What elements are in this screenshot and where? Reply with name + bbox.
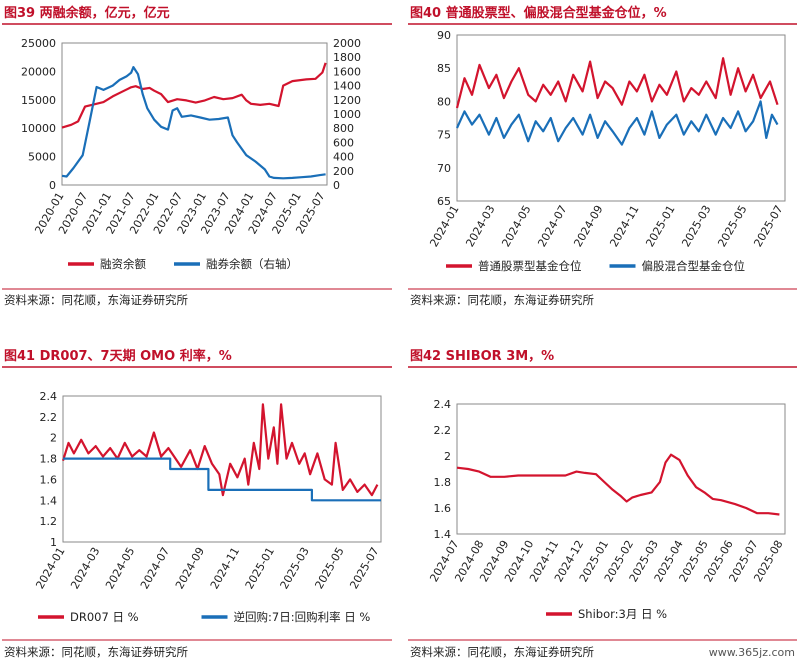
legend-label: 融券余额（右轴） bbox=[206, 257, 298, 271]
series-line-2 bbox=[63, 457, 381, 502]
y-tick-label: 2 bbox=[50, 432, 57, 445]
x-tick-label: 2025-05 bbox=[312, 545, 346, 591]
y-tick-label: 25000 bbox=[21, 37, 56, 50]
x-tick-label: 2025-07 bbox=[751, 203, 785, 249]
y-tick-label: 80 bbox=[437, 95, 451, 108]
x-tick-label: 2024-11 bbox=[208, 545, 242, 591]
y-tick-label: 1.4 bbox=[434, 528, 452, 541]
watermark: www.365jz.com bbox=[709, 646, 795, 659]
y-tick-label: 1.4 bbox=[40, 494, 58, 507]
chart-title: 图41 DR007、7天期 OMO 利率，% bbox=[4, 348, 232, 364]
chart-1: 图39 两融余额，亿元，亿元 0 5000 10000 15000 20000 25000 0… bbox=[2, 5, 392, 307]
chart-title: 图40 普通股票型、偏股混合型基金仓位，% bbox=[410, 5, 667, 21]
x-tick-label: 2024-03 bbox=[463, 203, 497, 249]
x-tick-label: 2024-01 bbox=[427, 203, 461, 249]
x-tick-label: 2024-03 bbox=[68, 545, 102, 591]
chart-source: 资料来源：同花顺，东海证券研究所 bbox=[410, 645, 594, 659]
chart-source: 资料来源：同花顺，东海证券研究所 bbox=[4, 293, 188, 307]
legend-label: DR007 日 % bbox=[70, 610, 139, 624]
series-line-2 bbox=[455, 100, 779, 146]
x-tick-label: 2024-09 bbox=[571, 203, 605, 249]
legend-label: 普通股票型基金仓位 bbox=[478, 259, 582, 273]
plot-frame bbox=[61, 42, 328, 186]
x-tick-label: 2025-03 bbox=[278, 545, 312, 591]
y-tick-label: 20000 bbox=[21, 65, 56, 78]
y-tick-label: 65 bbox=[437, 195, 451, 208]
y2-tick-label: 1600 bbox=[333, 65, 361, 78]
legend-label: 融资余额 bbox=[100, 257, 146, 271]
y-tick-label: 2.4 bbox=[434, 398, 452, 411]
y2-tick-label: 400 bbox=[333, 151, 354, 164]
legend-label: 偏股混合型基金仓位 bbox=[642, 259, 746, 273]
y-tick-label: 1.6 bbox=[434, 502, 452, 515]
legend-label: Shibor:3月 日 % bbox=[578, 607, 667, 621]
y-tick-label: 1.8 bbox=[434, 476, 452, 489]
x-tick-label: 2024-07 bbox=[535, 203, 569, 249]
series-line-1 bbox=[455, 57, 779, 109]
y-tick-label: 1 bbox=[50, 536, 57, 549]
y-tick-label: 2 bbox=[444, 450, 451, 463]
plot-frame bbox=[62, 395, 382, 543]
x-tick-label: 2024-07 bbox=[138, 545, 172, 591]
x-tick-label: 2024-11 bbox=[607, 203, 641, 249]
x-tick-label: 2025-01 bbox=[243, 545, 277, 591]
y-tick-label: 85 bbox=[437, 62, 451, 75]
y-tick-label: 75 bbox=[437, 129, 451, 142]
y-tick-label: 1.6 bbox=[40, 473, 58, 486]
y2-tick-label: 200 bbox=[333, 165, 354, 178]
y-tick-label: 2.4 bbox=[40, 390, 58, 403]
series-line-1 bbox=[61, 62, 327, 129]
chart-4: 图42 SHIBOR 3M，%1.41.61.822.22.42024-0720… bbox=[408, 349, 797, 659]
chart-source: 资料来源：同花顺，东海证券研究所 bbox=[410, 293, 594, 307]
y2-tick-label: 1800 bbox=[333, 51, 361, 64]
y2-tick-label: 800 bbox=[333, 122, 354, 135]
x-tick-label: 2024-09 bbox=[173, 545, 207, 591]
series-line-1 bbox=[61, 403, 379, 497]
y2-tick-label: 1200 bbox=[333, 94, 361, 107]
y2-tick-label: 2000 bbox=[333, 37, 361, 50]
y-tick-label: 2.2 bbox=[434, 424, 452, 437]
chart-title: 图39 两融余额，亿元，亿元 bbox=[4, 5, 170, 21]
x-tick-label: 2025-03 bbox=[679, 203, 713, 249]
y-tick-label: 2.2 bbox=[40, 411, 58, 424]
legend-label: 逆回购:7日:回购利率 日 % bbox=[234, 610, 371, 624]
series-line-2 bbox=[61, 66, 326, 180]
chart-title: 图42 SHIBOR 3M，% bbox=[410, 349, 554, 364]
chart-3: 图41 DR007、7天期 OMO 利率，% 1 1.2 1.4 1.6 1.8 2 2.2 2… bbox=[2, 348, 392, 659]
x-tick-label: 2025-07 bbox=[347, 545, 381, 591]
y-tick-label: 1.2 bbox=[40, 515, 58, 528]
y-tick-label: 0 bbox=[49, 179, 56, 192]
x-tick-label: 2024-01 bbox=[33, 545, 67, 591]
x-tick-label: 2025-05 bbox=[715, 203, 749, 249]
y2-tick-label: 1400 bbox=[333, 80, 361, 93]
x-tick-label: 2024-05 bbox=[103, 545, 137, 591]
y2-tick-label: 1000 bbox=[333, 108, 361, 121]
chart-source: 资料来源：同花顺，东海证券研究所 bbox=[4, 645, 188, 659]
y-tick-label: 15000 bbox=[21, 94, 56, 107]
y2-tick-label: 0 bbox=[333, 179, 340, 192]
x-tick-label: 2024-05 bbox=[499, 203, 533, 249]
y2-tick-label: 600 bbox=[333, 136, 354, 149]
plot-frame bbox=[456, 403, 786, 535]
y-tick-label: 90 bbox=[437, 29, 451, 42]
y-tick-label: 5000 bbox=[28, 151, 56, 164]
y-tick-label: 70 bbox=[437, 162, 451, 175]
plot-frame bbox=[456, 34, 786, 202]
chart-2: 图40 普通股票型、偏股混合型基金仓位，% 65 70 75 80 85 90 2024-01… bbox=[408, 5, 797, 307]
series-line-1 bbox=[456, 453, 780, 516]
y-tick-label: 10000 bbox=[21, 122, 56, 135]
y-tick-label: 1.8 bbox=[40, 453, 58, 466]
x-tick-label: 2025-01 bbox=[643, 203, 677, 249]
